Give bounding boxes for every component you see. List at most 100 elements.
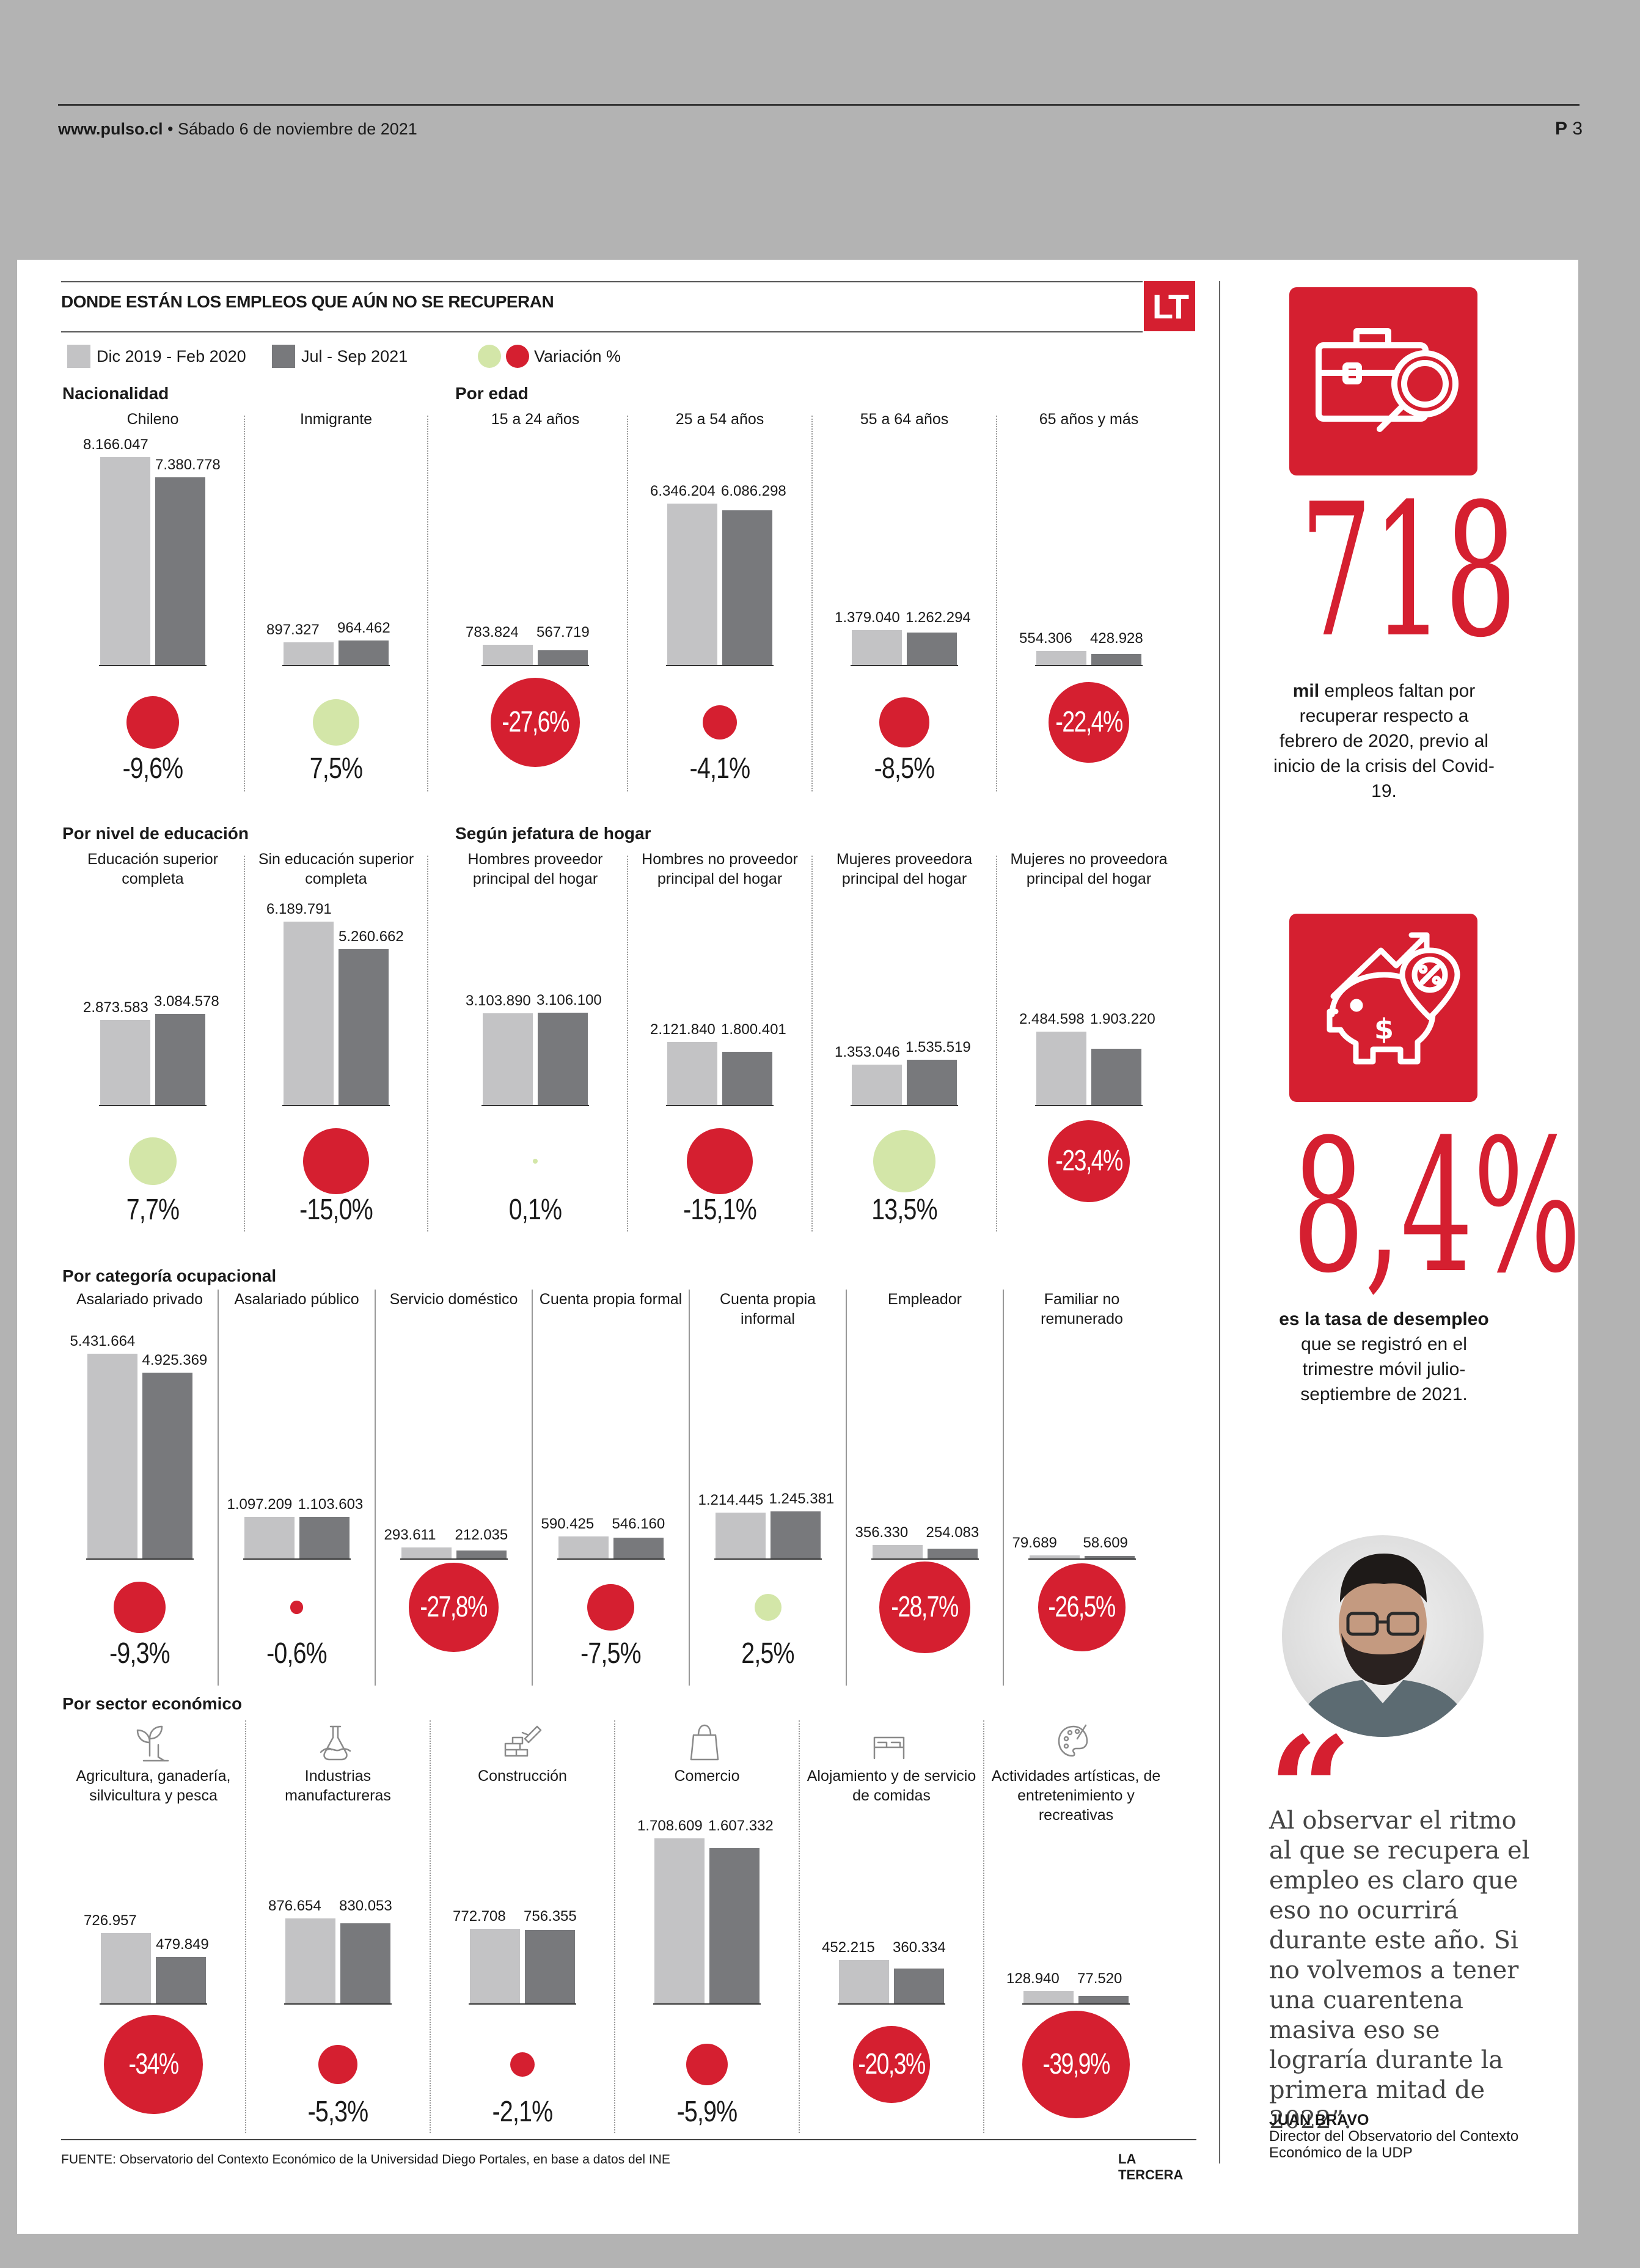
category-label: Cuenta propia formal	[539, 1291, 683, 1308]
category-label: Servicio doméstico	[389, 1291, 518, 1308]
legend-dot-positive	[478, 345, 501, 368]
bar-value-label-2: 756.355	[524, 1907, 577, 1925]
variation-circle: -34%	[103, 2014, 203, 2115]
variation-circle	[702, 705, 738, 740]
bar-value-label-2: 77.520	[1077, 1970, 1122, 1987]
panel-familiar-no-remunerado: Familiar no remunerado 79.689 58.609 -26,5%	[1003, 1290, 1160, 1686]
bar-baseline	[481, 1105, 589, 1106]
bar-value-label-2: 1.262.294	[906, 609, 971, 626]
bar-baseline	[469, 2003, 576, 2005]
legend-label-variation: Variación %	[534, 347, 621, 365]
panel-mujeres-no-proveedora-principal-del-hogar: Mujeres no proveedora principal del hoga…	[997, 850, 1181, 1231]
panel-sin-educacion-superior-completa: Sin educación superior completa 6.189.791…	[244, 850, 428, 1231]
bar-baseline	[714, 1558, 822, 1560]
panel-55-a-64-anos: 55 a 64 años 1.379.040 1.262.294 -8,5%	[812, 409, 997, 791]
variation-label: 7,7%	[126, 1194, 180, 1226]
bar-value-label-2: 254.083	[926, 1524, 979, 1541]
bar-series-1	[483, 645, 533, 665]
panel-separator	[244, 416, 245, 791]
variation-label: -8,5%	[874, 752, 935, 785]
panel-separator	[430, 1720, 431, 2133]
category-label: 15 a 24 años	[491, 411, 580, 428]
bar-series-1	[1029, 1555, 1080, 1558]
quote-author: JUAN BRAVO	[1269, 2112, 1369, 2129]
bar-series-2	[894, 1969, 944, 2003]
bar-value-label-1: 897.327	[266, 621, 320, 638]
variation-label: -22,4%	[1055, 706, 1123, 739]
bar-value-label-2: 1.800.401	[721, 1021, 786, 1038]
quote-author-role: Director del Observatorio del Contexto E…	[1269, 2128, 1519, 2161]
bar-series-2	[1091, 1048, 1141, 1105]
category-label: Educación superior completa	[87, 851, 218, 887]
avatar	[1282, 1535, 1484, 1737]
bar-value-label-1: 2.121.840	[650, 1021, 716, 1038]
source-note: FUENTE: Observatorio del Contexto Económ…	[61, 2152, 670, 2167]
variation-label: 13,5%	[871, 1194, 937, 1226]
bar-series-2	[155, 477, 205, 665]
bar-series-2	[339, 949, 389, 1105]
bar-value-label-2: 58.609	[1083, 1535, 1128, 1552]
bar-series-2	[456, 1550, 507, 1558]
top-rule	[58, 104, 1580, 106]
variation-label: -0,6%	[266, 1637, 328, 1670]
bar-value-label-1: 1.379.040	[835, 609, 900, 626]
bar-series-2	[1084, 1556, 1135, 1558]
variation-circle	[318, 2044, 358, 2085]
variation-label: -9,3%	[109, 1637, 170, 1670]
bar-series-1	[839, 1959, 889, 2003]
bar-value-label-1: 356.330	[855, 1524, 909, 1541]
bar-value-label-1: 554.306	[1019, 629, 1072, 647]
category-label: 65 años y más	[1039, 411, 1139, 428]
panel-separator	[375, 1290, 376, 1686]
bar-baseline	[666, 665, 774, 666]
bar-series-1	[667, 1042, 717, 1105]
variation-label: -20,3%	[858, 2048, 926, 2081]
bar-value-label-2: 1.535.519	[906, 1038, 971, 1055]
bar-baseline	[99, 665, 207, 666]
lt-logo: LT	[1144, 281, 1195, 331]
section-title-nacionalidad: Nacionalidad	[62, 384, 169, 403]
bar-value-label-1: 128.940	[1006, 1970, 1060, 1987]
title-rule-bottom	[61, 331, 1143, 332]
bar-value-label-1: 6.346.204	[650, 482, 716, 499]
variation-circle	[686, 2044, 728, 2085]
bricks-trowel-icon	[500, 1720, 544, 1767]
bar-baseline	[1035, 665, 1143, 666]
panel-separator	[427, 856, 428, 1231]
bar-value-label-2: 567.719	[536, 624, 590, 641]
variation-label: -15,1%	[683, 1194, 757, 1226]
page-sheet	[17, 260, 1578, 2234]
panel-separator	[218, 1290, 219, 1686]
footer-rule	[61, 2139, 1196, 2140]
quote-mark-icon: “	[1268, 1705, 1353, 1877]
bar-value-label-1: 6.189.791	[266, 901, 332, 917]
bar-value-label-2: 6.086.298	[721, 482, 786, 499]
category-label: Cuenta propia informal	[719, 1291, 816, 1327]
bar-value-label-1: 1.708.609	[637, 1818, 703, 1834]
category-label: Familiar no remunerado	[1041, 1291, 1123, 1327]
variation-circle	[686, 1128, 753, 1195]
bar-series-2	[538, 650, 588, 665]
panel-cuenta-propia-informal: Cuenta propia informal 1.214.445 1.245.381…	[689, 1290, 846, 1686]
bar-series-1	[285, 1918, 335, 2003]
panel-65-anos-y-mas: 65 años y más 554.306 428.928 -22,4%	[997, 409, 1181, 791]
category-label: Asalariado privado	[76, 1291, 203, 1308]
category-label: Construcción	[478, 1767, 567, 1785]
bar-value-label-2: 1.245.381	[769, 1491, 835, 1508]
variation-circle: -39,9%	[1022, 2011, 1130, 2118]
header-site: www.pulso.cl • Sábado 6 de noviembre de …	[58, 120, 417, 138]
panel-separator	[996, 416, 997, 791]
variation-label: 2,5%	[741, 1637, 794, 1670]
bar-series-2	[339, 640, 389, 665]
bar-value-label-2: 479.849	[156, 1936, 209, 1953]
variation-circle: -27,6%	[490, 677, 580, 768]
variation-label: -9,6%	[122, 752, 184, 785]
bar-series-1	[401, 1547, 452, 1558]
legend-variation: Variación %	[478, 345, 621, 368]
bed-icon	[869, 1720, 913, 1767]
category-label: Actividades artísticas, de entretenimien…	[991, 1767, 1161, 1824]
bar-series-2	[142, 1373, 192, 1558]
legend-swatch-1	[67, 345, 90, 368]
variation-label: -5,3%	[307, 2096, 369, 2128]
bar-series-2	[722, 1051, 772, 1105]
